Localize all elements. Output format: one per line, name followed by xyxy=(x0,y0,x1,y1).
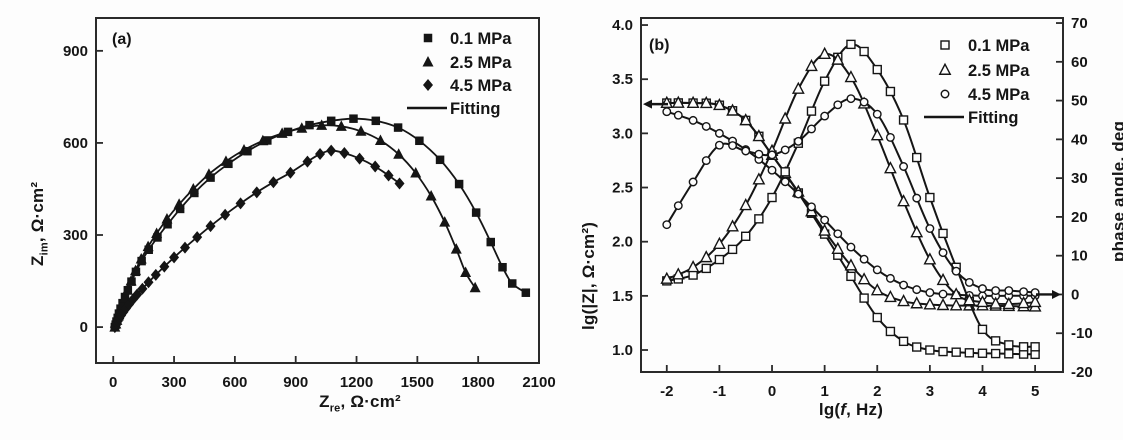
svg-text:900: 900 xyxy=(63,43,88,60)
svg-text:2100: 2100 xyxy=(522,374,555,391)
svg-text:900: 900 xyxy=(283,374,308,391)
panel-tag: (a) xyxy=(112,31,132,48)
right-axis-arrow xyxy=(1036,289,1061,299)
svg-text:-2: -2 xyxy=(660,383,673,400)
panel-b: -2 -1 0 1 2 3 4 5 1.0 1.5 2.0 2.5 3.0 3.5 4.0 -20 -10 0 10… xyxy=(561,0,1123,440)
svg-text:-20: -20 xyxy=(1071,364,1093,381)
svg-text:3: 3 xyxy=(926,383,934,400)
b-left-y-axis-label: lg(|Z|, Ω·cm²) xyxy=(579,221,598,330)
svg-text:40: 40 xyxy=(1071,131,1088,148)
svg-text:1200: 1200 xyxy=(340,374,373,391)
legend-label: 0.1 MPa xyxy=(968,37,1030,55)
legend-item-0.1-mpa: 0.1 MPa xyxy=(940,37,1030,55)
svg-text:2.5: 2.5 xyxy=(612,180,633,197)
series-4.5-mpa-phase xyxy=(662,94,1040,297)
svg-text:300: 300 xyxy=(162,374,187,391)
legend-label: 4.5 MPa xyxy=(450,77,512,95)
svg-text:1.0: 1.0 xyxy=(612,342,633,359)
svg-text:20: 20 xyxy=(1071,209,1088,226)
b-right-y-axis-label: phase angle, deg xyxy=(1109,120,1123,262)
legend-item-fitting: Fitting xyxy=(407,100,500,118)
series-4.5-mpa-z- xyxy=(662,107,1040,301)
svg-text:600: 600 xyxy=(63,135,88,152)
svg-text:30: 30 xyxy=(1071,170,1088,187)
axis-ticks xyxy=(96,49,540,363)
svg-text:50: 50 xyxy=(1071,93,1088,110)
legend-item-4.5-mpa: 4.5 MPa xyxy=(423,77,512,95)
svg-text:1800: 1800 xyxy=(461,374,494,391)
legend-item-2.5-mpa: 2.5 MPa xyxy=(938,62,1030,80)
left-axis-arrow xyxy=(643,99,668,109)
svg-text:-1: -1 xyxy=(713,383,726,400)
svg-text:0: 0 xyxy=(1071,286,1079,303)
svg-text:4.0: 4.0 xyxy=(612,17,633,34)
legend-item-fitting: Fitting xyxy=(924,109,1018,127)
series-0.1-mpa-z- xyxy=(662,98,1040,360)
svg-text:2: 2 xyxy=(873,383,881,400)
svg-text:70: 70 xyxy=(1071,15,1088,32)
svg-text:300: 300 xyxy=(63,227,88,244)
panel-tag: (b) xyxy=(649,37,669,54)
series-4.5-mpa xyxy=(109,144,405,334)
plot-frame xyxy=(95,17,540,364)
svg-text:0: 0 xyxy=(80,319,88,336)
plot-frame xyxy=(640,17,1064,373)
legend-label: 2.5 MPa xyxy=(450,54,512,72)
legend: 0.1 MPa 2.5 MPa 4.5 MPa Fitting xyxy=(407,30,512,118)
svg-text:0: 0 xyxy=(768,383,776,400)
bode-chart: -2 -1 0 1 2 3 4 51.01.52.02.53.03.54.0-20-10010… xyxy=(612,15,1093,400)
legend-label: 4.5 MPa xyxy=(968,86,1030,104)
legend-label: 2.5 MPa xyxy=(968,62,1030,80)
legend-item-4.5-mpa: 4.5 MPa xyxy=(940,86,1030,104)
legend-label: Fitting xyxy=(968,109,1018,127)
svg-text:1: 1 xyxy=(820,383,828,400)
svg-text:5: 5 xyxy=(1031,383,1039,400)
series-0.1-mpa xyxy=(110,114,531,332)
b-x-axis-label: lg(f, Hz) xyxy=(818,400,884,419)
svg-text:4: 4 xyxy=(978,383,987,400)
svg-text:10: 10 xyxy=(1071,248,1088,265)
svg-text:3.0: 3.0 xyxy=(612,125,633,142)
panel-a: 0 300 600 900 1200 1500 1800 2100 0 300 600 900 0.1 … xyxy=(0,0,561,440)
legend-item-0.1-mpa: 0.1 MPa xyxy=(423,30,512,48)
svg-text:3.5: 3.5 xyxy=(612,71,633,88)
svg-text:1.5: 1.5 xyxy=(612,288,633,305)
legend: 0.1 MPa 2.5 MPa 4.5 MPa Fitting xyxy=(924,37,1030,127)
svg-text:2.0: 2.0 xyxy=(612,234,633,251)
nyquist-chart: 0 300 600 900 1200 1500 1800 2100 0 300 600 900 0.1 … xyxy=(63,17,556,391)
svg-text:1500: 1500 xyxy=(401,374,434,391)
a-y-axis-label: Zim, Ω·cm² xyxy=(28,181,51,266)
a-x-axis-label: Zre, Ω·cm² xyxy=(319,392,401,415)
svg-text:0: 0 xyxy=(109,374,117,391)
fitting-line xyxy=(666,101,1036,356)
legend-item-2.5-mpa: 2.5 MPa xyxy=(422,54,512,72)
svg-text:-10: -10 xyxy=(1071,325,1093,342)
svg-text:600: 600 xyxy=(222,374,247,391)
svg-text:60: 60 xyxy=(1071,54,1088,71)
legend-label: Fitting xyxy=(450,100,500,118)
axis-ticks xyxy=(641,22,1063,373)
legend-label: 0.1 MPa xyxy=(450,30,512,48)
